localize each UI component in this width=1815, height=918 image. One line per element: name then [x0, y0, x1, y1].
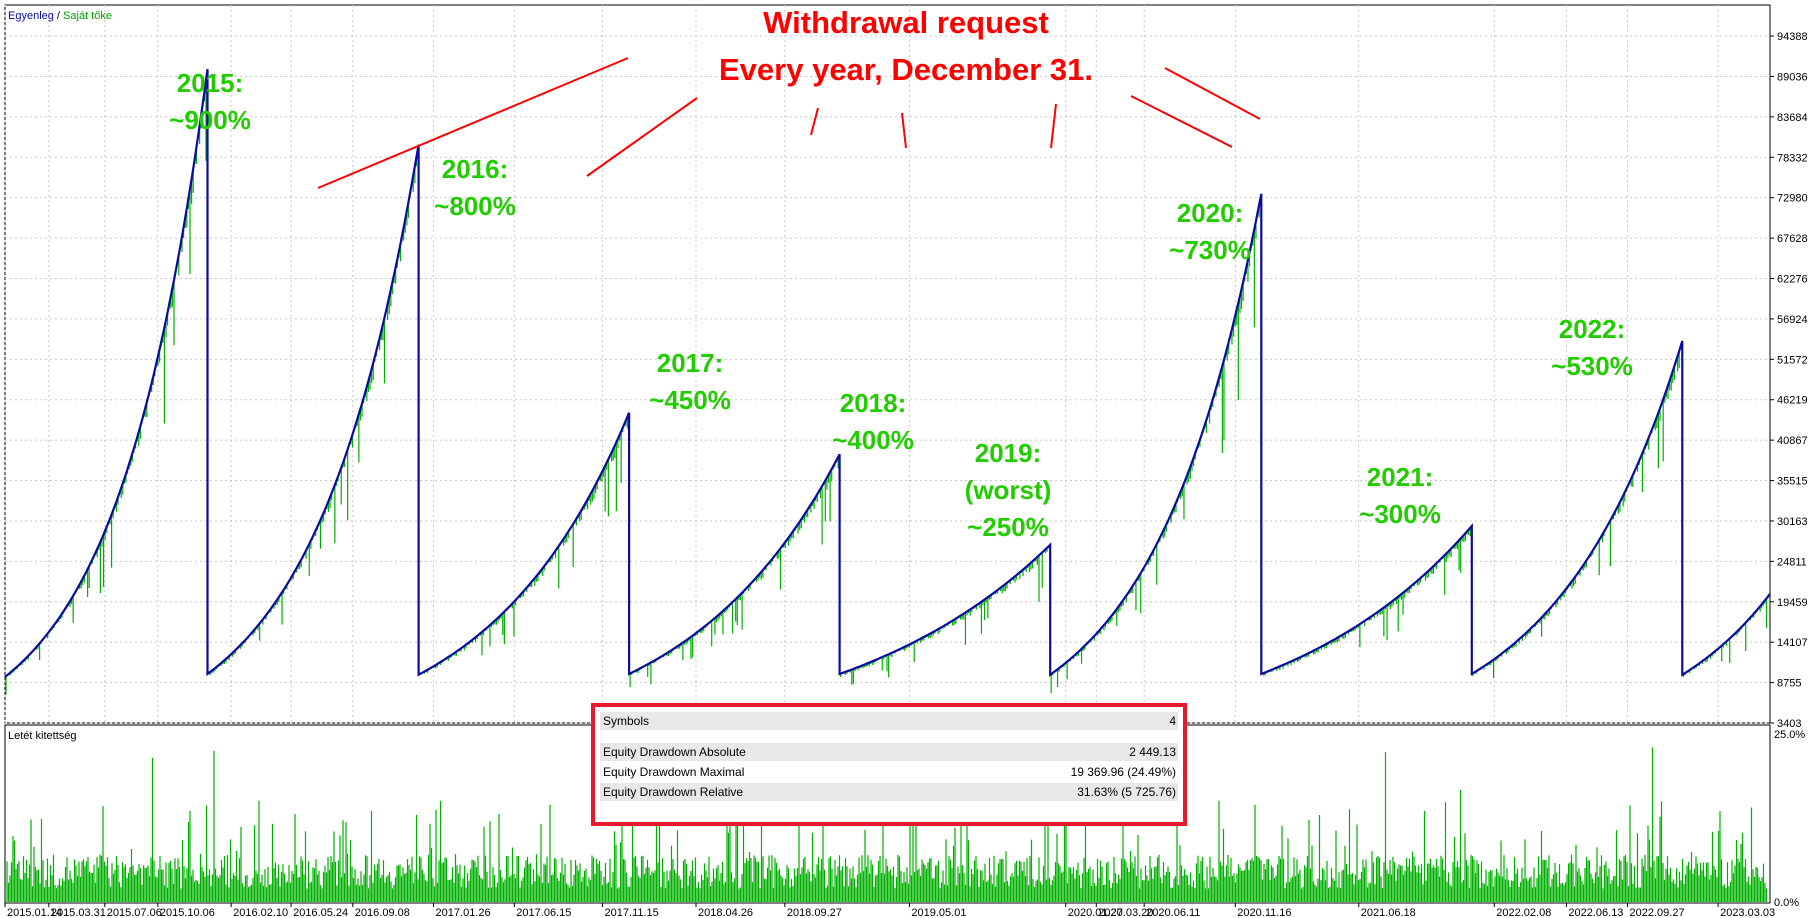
pointer-line-2019	[1050, 103, 1057, 149]
year-annotation-value: ~400%	[832, 425, 914, 455]
year-annotation-value: ~900%	[169, 105, 251, 135]
pointer-line-2021	[1164, 67, 1261, 120]
year-annotation-value: ~530%	[1551, 351, 1633, 381]
y-tick-label: 40867	[1777, 435, 1808, 447]
x-tick-label: 2017.06.15	[516, 907, 571, 918]
year-annotation-label: 2019:	[975, 438, 1042, 468]
x-tick-label: 2018.09.27	[787, 907, 842, 918]
x-tick-label: 2016.05.24	[293, 907, 348, 918]
x-tick-label: 2020.06.11	[1146, 907, 1200, 918]
pointer-line-2016	[586, 97, 698, 177]
x-tick-label: 2020.01.27	[1068, 907, 1123, 918]
annotations: Withdrawal request Every year, December …	[169, 5, 1633, 542]
year-annotation-value: ~450%	[649, 385, 731, 415]
y-tick-label: 35515	[1777, 476, 1808, 488]
y-tick-label: 30163	[1777, 516, 1808, 528]
x-tick-label: 2022.02.08	[1496, 907, 1551, 918]
legend-equity: Saját tőke	[63, 10, 112, 22]
exposure-bars	[6, 747, 1768, 902]
y-tick-label: 94388	[1777, 31, 1808, 43]
exposure-ytick-top: 25.0%	[1774, 729, 1805, 741]
annotation-title-line1: Withdrawal request	[763, 5, 1049, 40]
x-tick-label: 2018.04.26	[698, 907, 753, 918]
stats-label: Equity Drawdown Absolute	[603, 745, 746, 759]
year-annotation-label: 2022:	[1559, 314, 1626, 344]
stats-value: 2 449.13	[1129, 745, 1176, 759]
stats-label: Symbols	[603, 714, 649, 728]
year-annotation-value: ~800%	[434, 191, 516, 221]
pointer-line-2015	[317, 57, 629, 189]
x-tick-label: 2022.06.13	[1568, 907, 1623, 918]
y-tick-label: 67628	[1777, 233, 1808, 245]
year-annotation-label: 2020:	[1177, 198, 1244, 228]
y-tick-label: 78332	[1777, 152, 1808, 164]
x-tick-label: 2022.09.27	[1630, 907, 1685, 918]
y-tick-label: 51572	[1777, 354, 1808, 366]
x-tick-label: 2023.03.03	[1720, 907, 1775, 918]
legend-balance: Egyenleg	[8, 10, 54, 22]
stats-box: Symbols 4 Equity Drawdown Absolute 2 449.13…	[591, 703, 1187, 826]
year-annotation-label: 2021:	[1367, 462, 1434, 492]
x-tick-label: 2017.11.15	[605, 907, 659, 918]
y-tick-label: 46219	[1777, 395, 1808, 407]
x-tick-label: 2016.09.08	[355, 907, 410, 918]
balance-line	[4, 69, 1771, 678]
stats-label: Equity Drawdown Relative	[603, 785, 743, 799]
year-annotation-value: ~730%	[1169, 235, 1251, 265]
y-tick-label: 19459	[1777, 597, 1808, 609]
exposure-title: Letét kitettség	[8, 730, 77, 742]
stats-value: 31.63% (5 725.76)	[1077, 785, 1176, 799]
stats-value: 19 369.96 (24.49%)	[1071, 765, 1176, 779]
annotation-pointer-lines	[317, 57, 1261, 189]
y-tick-label: 24811	[1777, 556, 1807, 568]
stats-label: Equity Drawdown Maximal	[603, 765, 744, 779]
y-tick-label: 14107	[1777, 637, 1808, 649]
legend: Egyenleg / Saját tőke	[8, 10, 112, 22]
pointer-line-2018	[901, 112, 907, 149]
x-tick-label: 2020.03.20	[1098, 907, 1153, 918]
y-tick-label: 62276	[1777, 273, 1808, 285]
y-tick-label: 8755	[1777, 678, 1801, 690]
annotation-title-line2: Every year, December 31.	[719, 52, 1093, 87]
pointer-line-2017	[810, 107, 819, 136]
x-tick-label: 2021.06.18	[1361, 907, 1416, 918]
y-tick-label: 83684	[1777, 112, 1808, 124]
pointer-line-2020	[1130, 95, 1233, 148]
x-tick-label: 2016.02.10	[233, 907, 288, 918]
year-annotation-label: 2018:	[840, 388, 907, 418]
year-annotation-label: 2017:	[657, 348, 724, 378]
x-tick-label: 2015.01.14	[7, 907, 62, 918]
x-tick-label: 2015.03.31	[51, 907, 106, 918]
year-annotation-label: 2015:	[177, 68, 244, 98]
x-tick-label: 2015.10.06	[160, 907, 215, 918]
legend-separator: /	[54, 10, 63, 22]
x-tick-label: 2017.01.26	[436, 907, 491, 918]
y-tick-label: 72980	[1777, 193, 1808, 205]
x-tick-label: 2020.11.16	[1237, 907, 1291, 918]
year-annotation-value: ~250%	[967, 512, 1049, 542]
exposure-ytick-bottom: 0.0%	[1774, 897, 1799, 909]
stats-value: 4	[1169, 714, 1176, 728]
equity-panel: 3403875514107194592481130163355154086746…	[4, 4, 1808, 730]
year-annotation-label: 2016:	[442, 154, 509, 184]
year-annotation-note: (worst)	[965, 475, 1052, 505]
y-tick-label: 56924	[1777, 314, 1808, 326]
x-tick-label: 2015.07.06	[107, 907, 162, 918]
year-annotation-value: ~300%	[1359, 499, 1441, 529]
y-tick-label: 89036	[1777, 71, 1808, 83]
x-tick-label: 2019.05.01	[911, 907, 966, 918]
y-tick-label: 3403	[1777, 718, 1801, 730]
